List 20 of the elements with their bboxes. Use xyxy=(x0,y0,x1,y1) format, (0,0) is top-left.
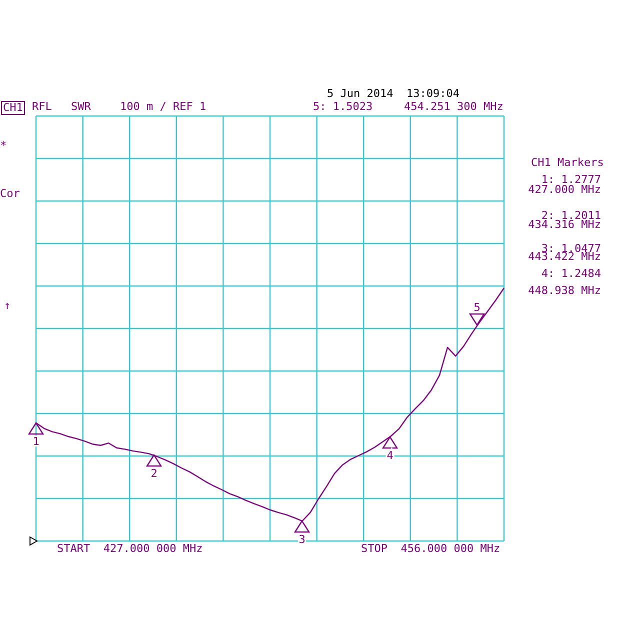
text: 427.000 MHz xyxy=(528,183,601,196)
text: ↑ xyxy=(4,299,11,312)
text: CH1 xyxy=(1,101,25,115)
text: 4: 1.2484 xyxy=(541,267,601,280)
text: 434.316 MHz xyxy=(528,218,601,231)
text: 100 m / REF 1 xyxy=(120,100,206,113)
annotation: 2 xyxy=(150,467,158,480)
annotation: 5 xyxy=(474,301,480,314)
text: 448.938 MHz xyxy=(528,284,601,297)
text: 454.251 300 MHz xyxy=(404,100,504,113)
text: 5: 1.5023 xyxy=(313,100,373,113)
text: STOP 456.000 000 MHz xyxy=(361,542,500,555)
chart-title: 5 Jun 2014 13:09:04 xyxy=(327,87,460,100)
text: 1: 1.2777 xyxy=(541,173,601,186)
text: CH1 Markers xyxy=(531,156,604,169)
text: SWR xyxy=(71,100,91,113)
text: * xyxy=(0,139,7,152)
text: Cor xyxy=(0,187,20,200)
text: START 427.000 000 MHz xyxy=(57,542,203,555)
text: RFL xyxy=(32,100,52,113)
